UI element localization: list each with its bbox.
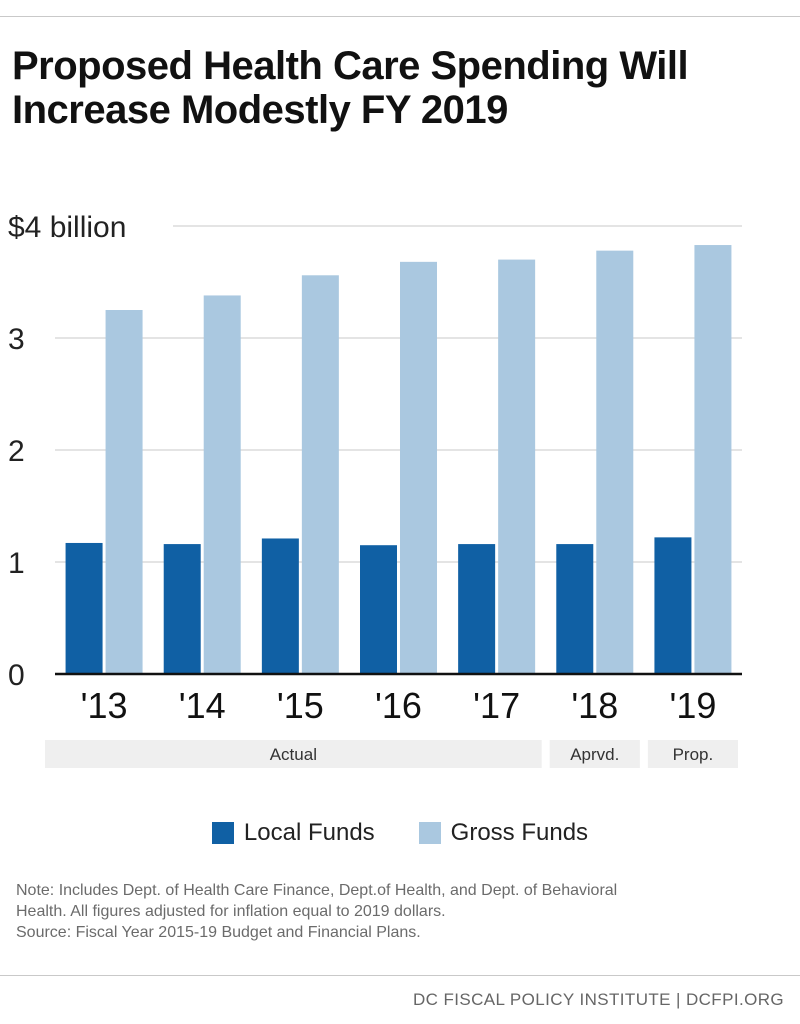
bar-local-4: [458, 544, 496, 674]
group-band-0: [45, 740, 542, 768]
y-tick-label-4: $4 billion: [8, 211, 126, 244]
y-tick-label-3: 3: [8, 323, 25, 356]
legend-item-gross: Gross Funds: [418, 819, 589, 847]
bar-gross-2: [301, 275, 339, 674]
x-tick-label-2: '15: [277, 685, 324, 726]
x-tick-label-6: '19: [669, 685, 716, 726]
bar-gross-5: [596, 250, 634, 674]
x-tick-label-4: '17: [473, 685, 520, 726]
y-tick-label-2: 2: [8, 435, 25, 468]
note-line-1: Note: Includes Dept. of Health Care Fina…: [16, 882, 618, 899]
bottom-rule: [0, 975, 800, 976]
bar-local-3: [360, 545, 397, 674]
bar-local-0: [65, 542, 103, 674]
bar-gross-3: [400, 261, 437, 674]
group-label-1: Aprvd.: [570, 745, 619, 764]
group-band-2: [647, 740, 738, 768]
legend: Local Funds Gross Funds: [0, 818, 800, 848]
note-line-2: Health. All figures adjusted for inflati…: [16, 903, 446, 920]
x-tick-label-3: '16: [375, 685, 422, 726]
group-band-1: [549, 740, 640, 768]
x-tick-label-1: '14: [179, 685, 226, 726]
bar-local-6: [654, 537, 692, 674]
title-line-2: Increase Modestly FY 2019: [12, 88, 508, 132]
title-line-1: Proposed Health Care Spending Will: [12, 44, 689, 88]
bar-local-1: [163, 544, 201, 674]
bar-gross-0: [105, 310, 143, 674]
x-tick-label-5: '18: [571, 685, 618, 726]
bar-gross-6: [694, 245, 732, 674]
footer-credit: DC FISCAL POLICY INSTITUTE | DCFPI.ORG: [413, 990, 784, 1009]
legend-swatch-gross: [418, 822, 441, 844]
group-label-2: Prop.: [673, 745, 714, 764]
source-line: Source: Fiscal Year 2015-19 Budget and F…: [16, 924, 421, 941]
legend-label-gross: Gross Funds: [450, 819, 589, 846]
x-tick-label-0: '13: [81, 685, 128, 726]
legend-label-local: Local Funds: [243, 819, 375, 846]
bar-chart: 0 1 2 3 $4 billion '13 '14 '15 '16 '17 '18 '19 Actua…: [8, 211, 742, 768]
bar-local-5: [556, 544, 594, 674]
bar-gross-4: [498, 259, 536, 674]
chart-note: Note: Includes Dept. of Health Care Fina…: [16, 880, 791, 943]
bar-local-2: [261, 538, 299, 674]
legend-swatch-local: [211, 822, 234, 844]
group-label-0: Actual: [270, 745, 317, 764]
legend-item-local: Local Funds: [211, 819, 375, 847]
top-rule: [0, 16, 800, 17]
bar-gross-1: [203, 295, 241, 674]
y-tick-label-0: 0: [8, 659, 25, 692]
chart-title: Proposed Health Care Spending Will Incre…: [12, 44, 792, 132]
y-tick-label-1: 1: [8, 547, 25, 580]
